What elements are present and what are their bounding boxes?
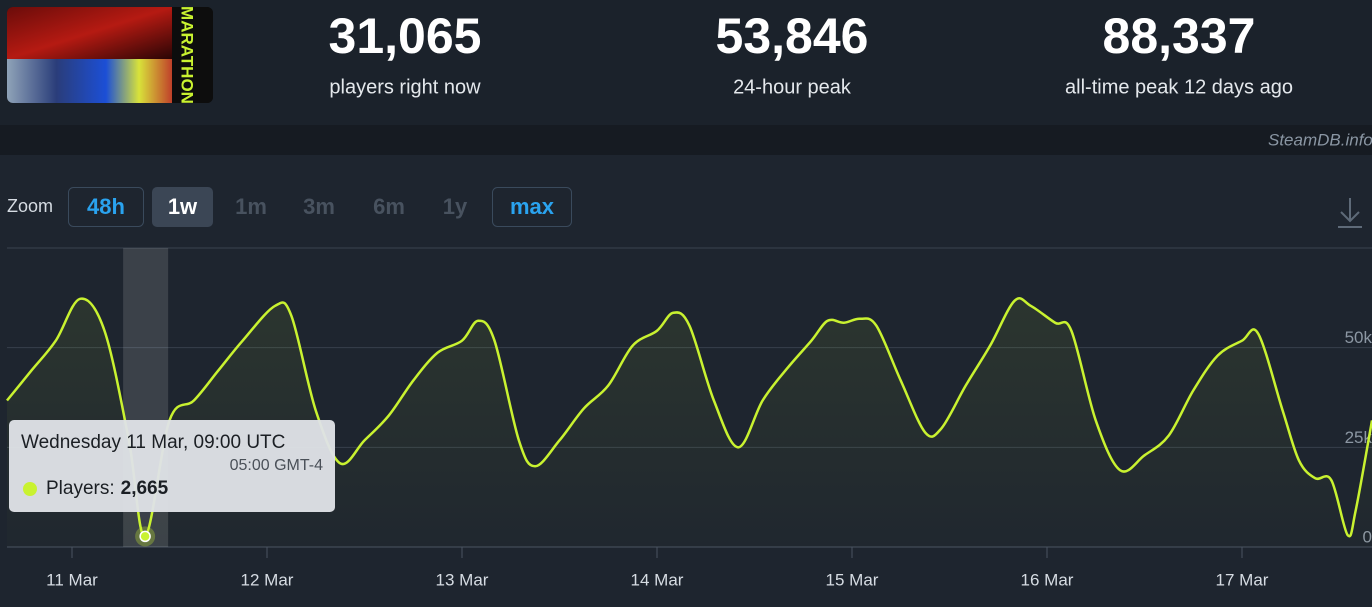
download-icon[interactable] — [1338, 198, 1362, 228]
stats: 31,065 players right now 53,846 24-hour pea… — [329, 8, 1293, 98]
tooltip-series-label: Players: — [46, 478, 115, 499]
zoom-buttons: 48h 1w 1m 3m 6m 1y max — [68, 187, 572, 227]
credit-bar — [0, 125, 1372, 155]
zoom-button: 6m — [373, 194, 405, 219]
button-label: 1w — [168, 194, 198, 219]
stat-label: 24-hour peak — [733, 76, 852, 98]
button-label: 3m — [303, 194, 335, 219]
hover-point — [139, 530, 151, 543]
capsule-art-bottom — [7, 59, 172, 103]
download-arrow — [1340, 211, 1360, 223]
x-tick-label: 16 Mar — [1021, 570, 1074, 589]
game-capsule: MARATHON — [7, 6, 213, 104]
zoom-button: 1y — [443, 194, 468, 219]
area-fill — [7, 298, 1372, 547]
header-bg — [0, 0, 1372, 125]
stat-label: players right now — [329, 76, 481, 98]
x-tick-label: 17 Mar — [1216, 570, 1269, 589]
button-label: 48h — [87, 194, 125, 219]
credit: SteamDB.info — [1268, 130, 1372, 149]
x-tick-label: 13 Mar — [436, 570, 489, 589]
x-tick-label: 11 Mar — [46, 570, 98, 589]
x-tick-label: 12 Mar — [241, 570, 294, 589]
capsule-art-top — [7, 7, 172, 59]
x-tick-label: 15 Mar — [826, 570, 879, 589]
zoom-button[interactable]: 1w — [152, 187, 213, 227]
button-border — [492, 187, 572, 227]
stat-value: 31,065 — [329, 8, 482, 64]
tooltip-value: 2,665 — [121, 478, 169, 499]
zoom-button[interactable]: 48h — [68, 187, 144, 227]
capsule-title: MARATHON — [178, 6, 197, 104]
line — [6, 297, 1372, 538]
zoom-button[interactable]: max — [492, 187, 572, 227]
zoom-label: Zoom — [7, 196, 53, 216]
tooltip-local-time: 05:00 GMT-4 — [230, 457, 323, 474]
tooltip-title: Wednesday 11 Mar, 09:00 UTC — [21, 432, 285, 453]
button-border — [68, 187, 144, 227]
stat-value: 88,337 — [1103, 8, 1256, 64]
button-label: max — [510, 194, 555, 219]
zoom-button: 3m — [303, 194, 335, 219]
capsule-side — [172, 7, 213, 103]
zoom-button: 1m — [235, 194, 267, 219]
y-tick-label: 25k — [1345, 428, 1372, 447]
x-tick-label: 14 Mar — [631, 570, 684, 589]
tooltip: Wednesday 11 Mar, 09:00 UTC 05:00 GMT-4 Pl… — [9, 420, 335, 512]
y-tick-label: 50k — [1345, 328, 1372, 347]
button-bg — [152, 187, 213, 227]
button-label: 1y — [443, 194, 468, 219]
tooltip-swatch — [23, 482, 37, 496]
tooltip-bg — [9, 420, 335, 512]
button-label: 6m — [373, 194, 405, 219]
button-label: 1m — [235, 194, 267, 219]
stat-label: all-time peak 12 days ago — [1065, 76, 1293, 98]
stat-value: 53,846 — [716, 8, 869, 64]
